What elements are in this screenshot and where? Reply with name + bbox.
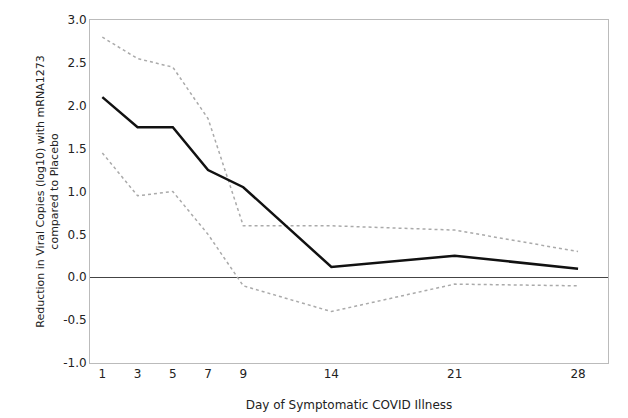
svg-text:3.0: 3.0 [68, 13, 87, 27]
svg-text:28: 28 [570, 367, 585, 381]
svg-text:Day of Symptomatic COVID Illne: Day of Symptomatic COVID Illness [246, 398, 453, 412]
svg-text:14: 14 [324, 367, 339, 381]
svg-text:1.0: 1.0 [68, 185, 87, 199]
svg-text:1.5: 1.5 [68, 142, 87, 156]
svg-text:5: 5 [169, 367, 177, 381]
svg-text:2.0: 2.0 [68, 99, 87, 113]
svg-text:-0.5: -0.5 [63, 313, 86, 327]
svg-text:-1.0: -1.0 [63, 356, 86, 370]
svg-text:1: 1 [99, 367, 107, 381]
svg-text:0.5: 0.5 [68, 228, 87, 242]
svg-text:7: 7 [204, 367, 212, 381]
svg-text:21: 21 [447, 367, 462, 381]
svg-text:2.5: 2.5 [68, 56, 87, 70]
svg-text:Reduction in Viral Copies (log: Reduction in Viral Copies (log10) with m… [34, 55, 61, 327]
svg-text:3: 3 [134, 367, 142, 381]
svg-text:0.0: 0.0 [68, 270, 87, 284]
svg-text:9: 9 [239, 367, 247, 381]
